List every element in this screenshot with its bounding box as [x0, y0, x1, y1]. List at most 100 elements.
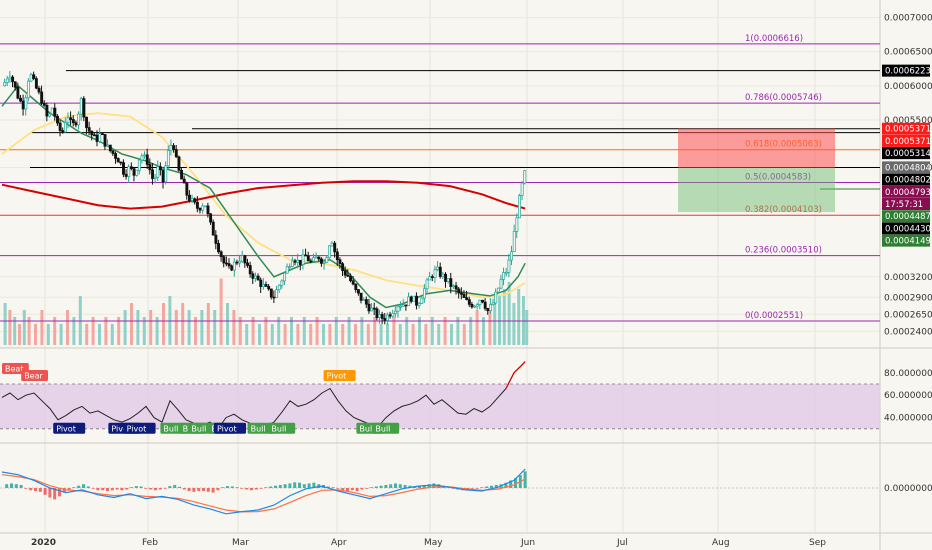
volume-bar [507, 282, 511, 345]
volume-bar [162, 303, 165, 345]
volume-bar [341, 324, 345, 345]
candle-body [333, 242, 337, 253]
volume-bar [91, 317, 95, 345]
candle-body [61, 130, 65, 133]
candle-body [19, 97, 22, 102]
rsi-signal-text: Pivot [327, 372, 347, 381]
candle-body [201, 205, 205, 211]
candle-body [446, 278, 450, 282]
volume-bar [450, 324, 453, 345]
macd-pane[interactable]: 0.0000000 [0, 468, 932, 515]
macd-hist-bar [259, 488, 263, 489]
candle-body [29, 74, 33, 82]
candle-body [251, 273, 255, 279]
candle-body [219, 251, 223, 258]
time-tick-label: May [424, 538, 443, 548]
candle-body [441, 273, 445, 277]
macd-hist-bar [221, 487, 225, 488]
volume-bar [187, 310, 191, 345]
volume-bar [72, 317, 76, 345]
volume-bar [525, 310, 529, 345]
macd-hist-bar [77, 485, 81, 488]
macd-hist-bar [398, 484, 402, 488]
macd-hist-bar [480, 487, 484, 488]
volume-bar [366, 324, 370, 345]
volume-bar [493, 303, 497, 345]
target-zone[interactable] [678, 167, 835, 213]
candle-body [343, 270, 347, 276]
volume-bar [46, 324, 50, 345]
candle-body [238, 260, 242, 264]
macd-hist-bar [446, 487, 450, 488]
candle-body [32, 74, 36, 79]
volume-bar [59, 324, 63, 345]
volume-bar [469, 317, 473, 345]
candle-body [420, 297, 424, 304]
macd-hist-bar [422, 484, 426, 488]
volume-bar [226, 303, 229, 345]
rsi-signal-text: Bull [251, 424, 266, 433]
rsi-signal-text: Bull [163, 424, 178, 433]
price-tick-label: 0.0005500 [884, 116, 932, 126]
volume-bar [443, 317, 447, 345]
rsi-signal-label [323, 370, 356, 381]
candle-body [267, 286, 271, 290]
volume-bar [174, 310, 178, 345]
fib-label: 0.5(0.0004583) [745, 172, 811, 182]
macd-hist-bar [178, 486, 181, 488]
candle-body [494, 291, 498, 304]
rsi-signal-text: Beat [5, 365, 23, 374]
candle-body [491, 302, 495, 305]
volume-bar [296, 324, 300, 345]
candle-body [409, 296, 413, 302]
volume-bars [3, 278, 529, 345]
candle-body [193, 198, 197, 203]
candle-body [291, 260, 294, 267]
position-box[interactable] [678, 128, 835, 213]
macd-line [1, 468, 526, 515]
rsi-signal-label [53, 422, 86, 434]
candle-body [8, 76, 12, 80]
candle-body [106, 144, 110, 147]
volume-bar [386, 324, 389, 345]
time-axis[interactable]: 2020 Feb Mar Apr May Jun Jul Aug Sep [31, 538, 826, 548]
macd-hist-bar [72, 487, 76, 488]
rsi-signal-text: Pivot [127, 424, 147, 433]
price-tag-label: 0.0005314 [885, 149, 931, 159]
candle-body [380, 314, 384, 319]
candle-body [285, 266, 289, 274]
macd-hist-bar [125, 488, 129, 490]
candle-body [507, 259, 511, 273]
candle-body [180, 169, 184, 180]
candle-body [502, 272, 506, 280]
ma-red-line [1, 180, 526, 210]
candle-body [48, 113, 52, 117]
volume-bar [322, 324, 325, 345]
rsi-tick-label: 80.0000000 [884, 369, 932, 379]
time-tick-label: Apr [331, 538, 347, 548]
candle-body [349, 275, 352, 282]
candle-body [428, 276, 432, 281]
rsi-band [0, 384, 880, 429]
volume-bar [290, 317, 293, 345]
candle-body [143, 154, 147, 157]
candle-body [346, 274, 350, 277]
macd-hist-bar [403, 484, 407, 488]
macd-hist-bar [67, 488, 71, 491]
candle-body [58, 122, 62, 131]
stop-zone[interactable] [678, 128, 835, 168]
candle-body [116, 158, 120, 163]
volume-bar [232, 310, 236, 345]
candle-body [209, 213, 213, 223]
candle-body [483, 301, 487, 309]
price-tag [882, 198, 930, 211]
macd-hist-bar [283, 484, 287, 488]
macd-hist-bar [230, 486, 234, 488]
candle-body [317, 256, 321, 260]
macd-hist-bar [202, 488, 205, 492]
volume-bar [512, 303, 516, 345]
rsi-signal-text: Bear [24, 372, 43, 381]
price-tag [882, 185, 930, 198]
